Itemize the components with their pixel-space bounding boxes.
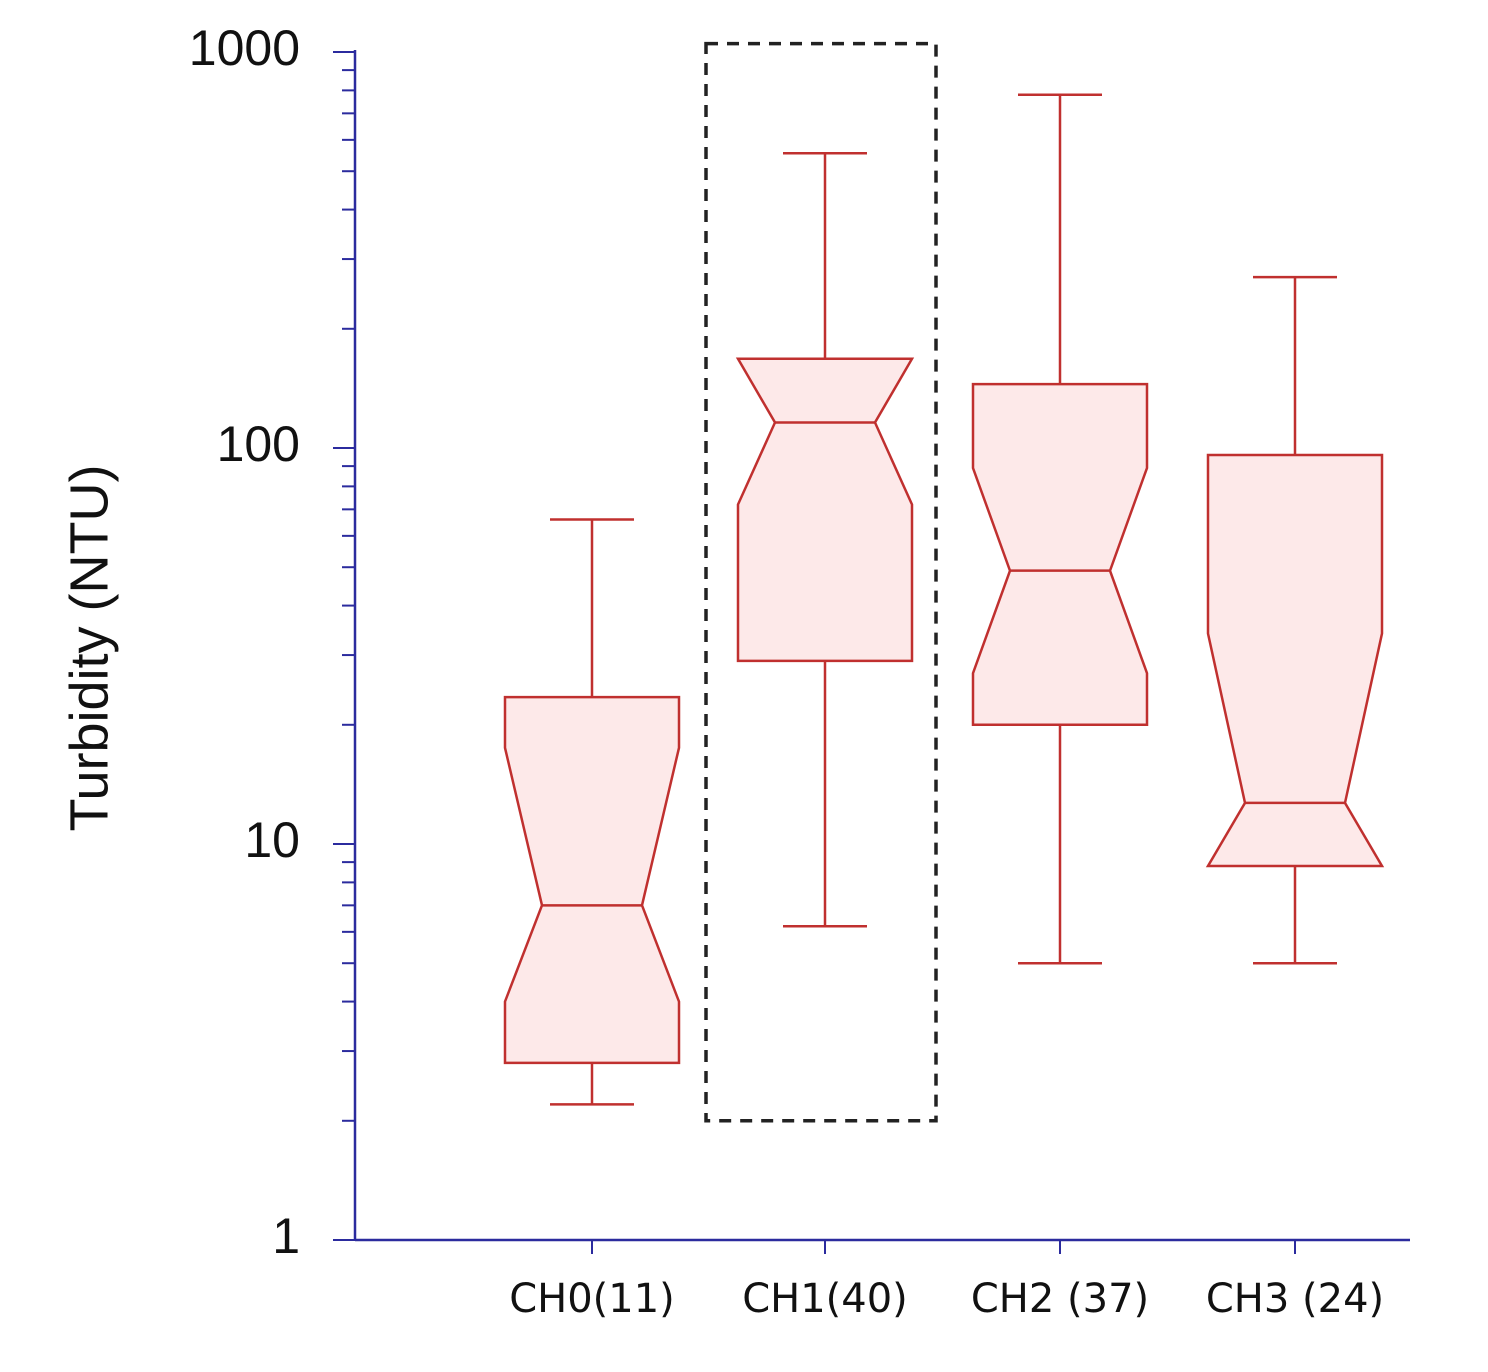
y-tick-label: 1 (272, 1208, 300, 1264)
y-tick-label: 10 (244, 812, 300, 868)
plot-area: 1 10 100 1000 CH0(11) CH1(40) CH2 (37) CH3 (24) (189, 20, 1410, 1322)
y-tick-label: 1000 (189, 20, 300, 76)
y-axis-label: Turbidity (NTU) (59, 464, 119, 831)
y-tick-label: 100 (217, 416, 300, 472)
notched-box (503, 695, 681, 1065)
x-tick-label: CH3 (24) (1206, 1276, 1384, 1322)
x-tick-label: CH0(11) (509, 1276, 675, 1322)
notched-box (735, 357, 915, 663)
notched-box (971, 382, 1149, 727)
highlight-dashed-box (704, 41, 938, 1123)
x-tick-label: CH2 (37) (971, 1276, 1149, 1322)
notched-box (1205, 453, 1385, 868)
x-tick-label: CH1(40) (742, 1276, 908, 1322)
